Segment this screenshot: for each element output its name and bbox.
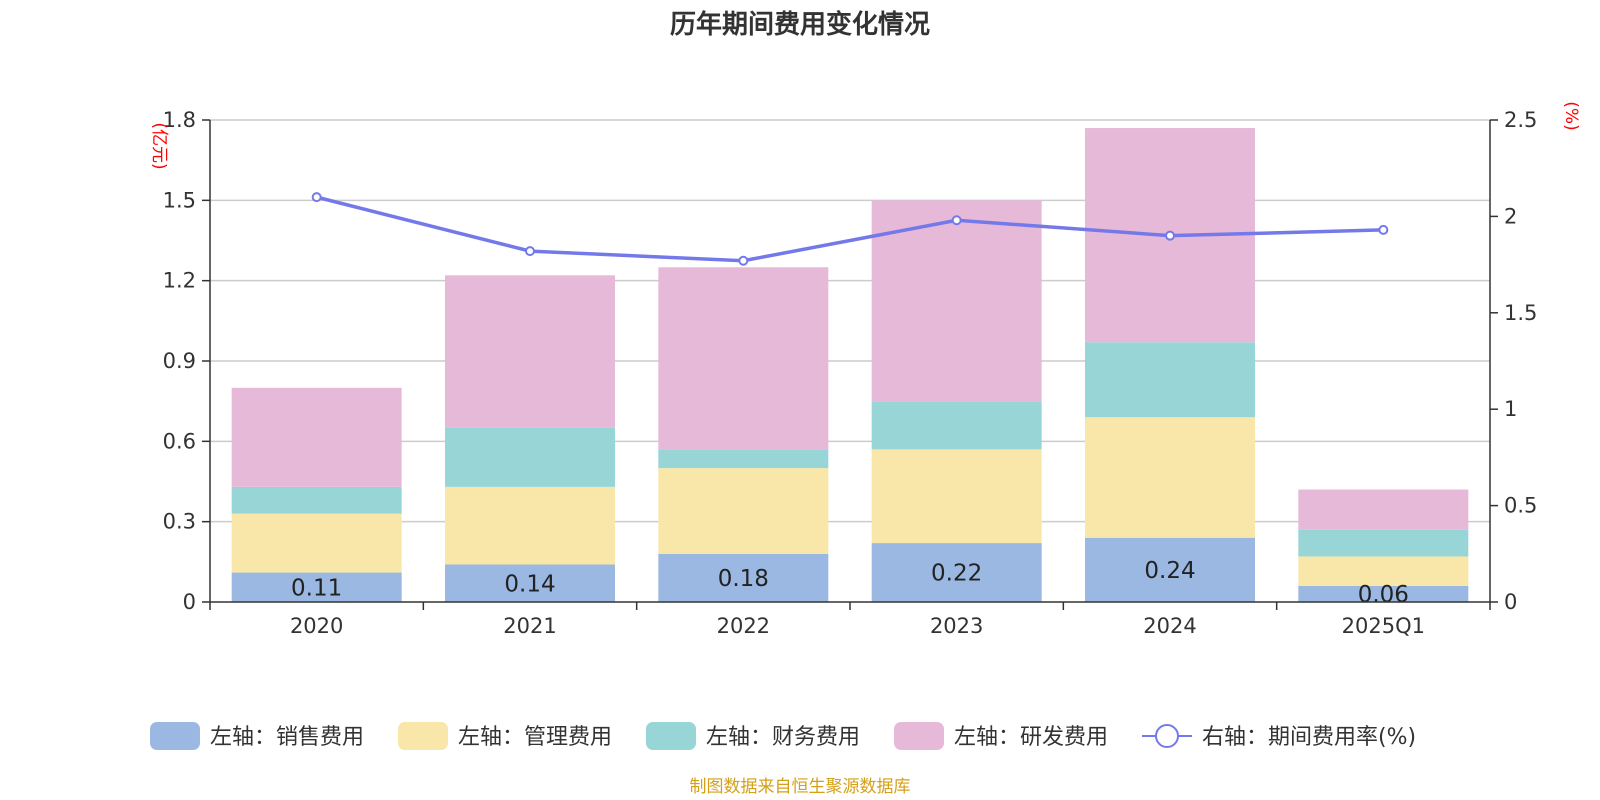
bar-data-label: 0.11 [291,575,342,601]
right-axis-tick-label: 1 [1504,397,1517,421]
bar-data-label: 0.06 [1358,582,1409,608]
bar-segment [1085,537,1255,602]
right-axis-tick-label: 2 [1504,204,1517,228]
legend-swatch [398,722,448,750]
left-axis-tick-label: 0.6 [163,429,196,453]
x-axis-tick-label: 2020 [290,614,343,638]
left-axis-tick-label: 0 [183,590,196,614]
legend-label: 左轴：财务费用 [706,725,860,750]
bar-segment [871,401,1042,450]
bar-segment [231,486,402,514]
bar-segment [1298,556,1469,586]
bar-segment [658,553,829,602]
bar-segment [1298,489,1469,530]
left-axis-tick-label: 1.2 [163,269,196,293]
legend-label: 右轴：期间费用率(%) [1202,725,1416,750]
rate-point [951,215,962,226]
x-axis-tick-label: 2024 [1143,614,1196,638]
right-axis-tick-label: 2.5 [1504,108,1537,132]
source-note: 制图数据来自恒生聚源数据库 [690,777,911,797]
right-axis-unit: (%) [1561,101,1581,130]
bar-segment [1298,585,1469,602]
bar-segment [658,267,829,450]
bar-segment [871,200,1042,402]
bar-segment [658,468,829,554]
legend-label: 左轴：销售费用 [210,725,364,750]
bar-data-label: 0.24 [1144,558,1195,584]
left-axis-tick-label: 0.9 [163,349,196,373]
x-axis-tick-label: 2022 [717,614,770,638]
rate-line [316,195,1384,263]
legend-marker [1155,724,1179,748]
right-axis-tick-label: 1.5 [1504,301,1537,325]
legend-swatch [894,722,944,750]
bar-segment [1085,417,1255,538]
right-axis-tick-label: 0.5 [1504,494,1537,518]
bar-segment [871,543,1042,602]
legend-label: 左轴：研发费用 [954,725,1108,750]
bar-segment [445,486,615,565]
left-axis-unit: (亿元) [149,122,169,169]
rate-point [1378,224,1389,235]
x-axis-tick-label: 2023 [930,614,983,638]
x-axis-tick-label: 2025Q1 [1342,614,1425,638]
chart-title: 历年期间费用变化情况 [670,9,930,40]
rate-point [738,255,749,266]
legend-swatch [646,722,696,750]
bar-segment [231,572,402,602]
rate-point [311,192,322,203]
left-axis-tick-label: 1.8 [163,108,196,132]
bar-segment [1298,529,1469,557]
rate-point [525,246,535,257]
bar-segment [1085,342,1255,418]
left-axis-tick-label: 1.5 [163,188,196,212]
rate-point [1165,230,1175,241]
left-axis-tick-label: 0.3 [163,510,196,534]
bar-segment [445,427,615,487]
right-axis-tick-label: 0 [1504,590,1517,614]
bar-data-label: 0.18 [718,566,769,592]
bar-segment [658,449,829,469]
bar-segment [231,513,402,573]
bar-segment [231,387,402,487]
bar-segment [445,275,615,428]
bar-data-label: 0.22 [931,561,982,587]
bar-data-label: 0.14 [504,571,555,597]
legend-label: 左轴：管理费用 [458,725,612,750]
bar-segment [445,564,615,602]
bar-segment [871,449,1042,544]
legend-swatch [150,722,200,750]
x-axis-tick-label: 2021 [503,614,556,638]
